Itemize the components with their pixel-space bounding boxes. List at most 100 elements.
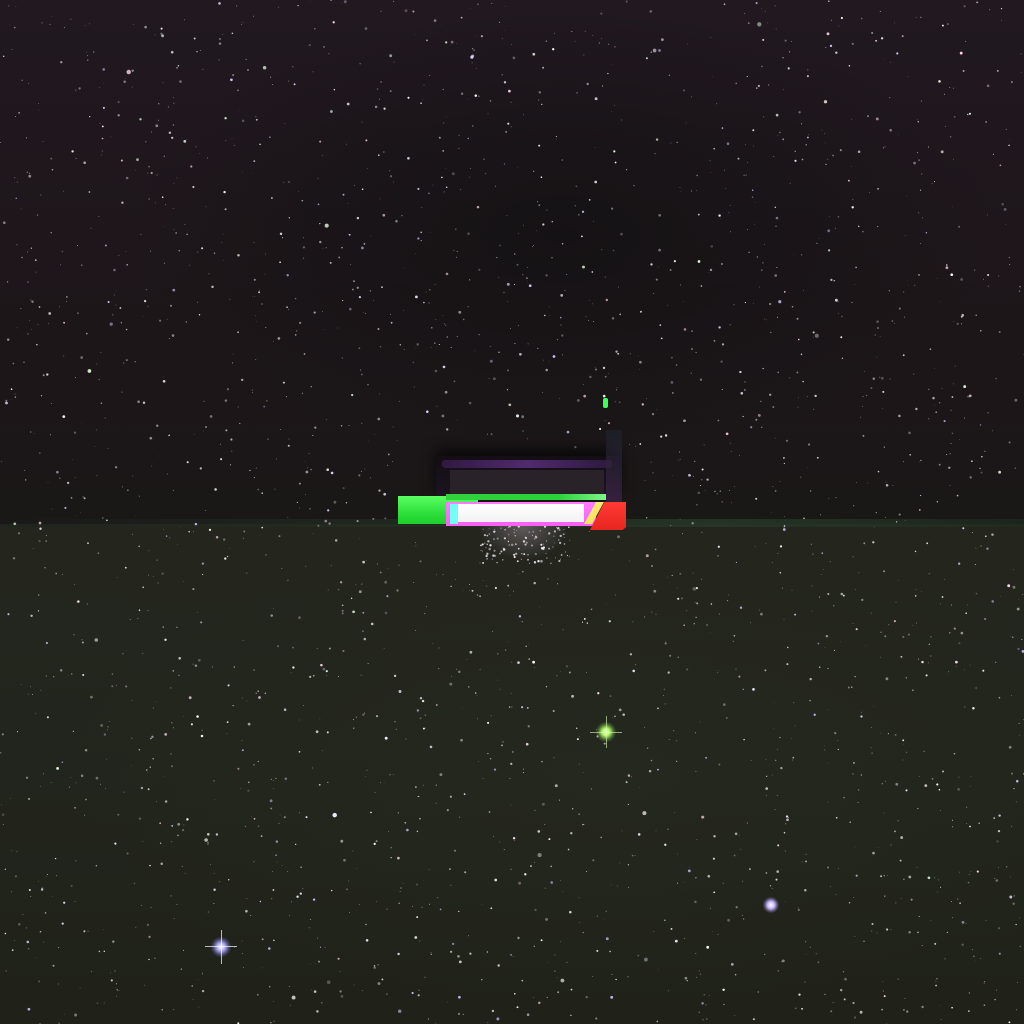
- star: [296, 501, 298, 503]
- star: [999, 164, 1002, 167]
- star: [975, 547, 977, 549]
- star: [540, 176, 543, 178]
- star: [305, 565, 307, 567]
- star: [125, 251, 127, 252]
- star: [96, 363, 98, 365]
- star: [70, 777, 72, 778]
- star: [1009, 264, 1011, 266]
- star: [27, 947, 30, 950]
- star: [667, 304, 669, 306]
- star: [668, 739, 670, 740]
- star: [765, 759, 767, 760]
- star: [615, 350, 618, 353]
- star: [616, 387, 618, 388]
- star: [421, 906, 423, 908]
- star: [292, 646, 294, 649]
- star: [827, 249, 831, 252]
- star: [775, 490, 777, 492]
- star: [348, 424, 350, 426]
- star: [969, 825, 971, 828]
- star: [218, 2, 221, 5]
- star: [352, 719, 354, 720]
- star: [546, 996, 548, 998]
- star: [713, 147, 716, 150]
- cluster-star: [528, 562, 530, 564]
- star: [607, 422, 611, 425]
- star: [757, 84, 760, 88]
- star: [25, 137, 27, 139]
- star: [103, 950, 106, 952]
- star: [512, 956, 514, 958]
- star: [324, 329, 325, 330]
- star: [58, 947, 60, 949]
- star: [782, 528, 786, 531]
- star: [115, 289, 117, 291]
- star: [111, 685, 114, 688]
- star: [542, 223, 545, 226]
- star: [616, 885, 618, 887]
- star: [66, 296, 68, 298]
- star: [147, 172, 149, 174]
- star: [744, 301, 747, 304]
- star: [803, 517, 805, 520]
- star: [470, 55, 474, 59]
- star: [527, 725, 530, 728]
- star: [975, 687, 977, 689]
- star: [297, 191, 299, 192]
- star: [456, 250, 458, 253]
- star: [676, 141, 678, 143]
- star: [276, 645, 280, 648]
- star: [776, 794, 778, 796]
- star: [363, 311, 364, 313]
- star: [449, 868, 451, 870]
- star: [723, 3, 726, 6]
- star: [414, 936, 418, 939]
- star: [467, 98, 469, 100]
- star: [945, 266, 949, 270]
- star: [63, 27, 65, 29]
- star: [15, 6, 17, 8]
- star: [265, 327, 267, 329]
- star: [75, 782, 77, 784]
- star: [956, 898, 959, 900]
- star: [1020, 53, 1022, 55]
- star: [620, 232, 623, 236]
- star: [478, 95, 480, 97]
- star: [669, 654, 672, 657]
- star: [890, 844, 892, 846]
- star: [518, 615, 522, 618]
- star: [948, 466, 951, 470]
- star: [373, 299, 375, 301]
- star: [443, 191, 445, 193]
- star: [929, 348, 932, 351]
- star: [116, 989, 118, 991]
- star: [193, 37, 196, 40]
- star: [817, 961, 820, 964]
- star: [775, 216, 779, 220]
- star: [774, 274, 778, 277]
- star: [710, 907, 711, 909]
- star: [574, 445, 577, 449]
- star: [205, 426, 207, 428]
- star: [167, 106, 169, 108]
- star: [614, 161, 617, 164]
- star: [222, 34, 223, 35]
- star: [423, 879, 424, 881]
- cluster-star: [513, 553, 516, 556]
- star: [298, 750, 301, 753]
- cluster-star: [496, 537, 499, 540]
- star: [188, 696, 192, 700]
- star: [822, 569, 824, 571]
- star: [312, 767, 314, 769]
- star: [891, 320, 894, 323]
- star: [637, 954, 640, 957]
- star: [717, 545, 720, 548]
- star: [629, 653, 633, 656]
- star: [738, 675, 741, 678]
- star: [155, 124, 159, 128]
- star: [461, 707, 463, 708]
- star: [669, 269, 672, 271]
- star: [442, 150, 445, 152]
- star: [888, 624, 890, 626]
- star: [207, 843, 209, 845]
